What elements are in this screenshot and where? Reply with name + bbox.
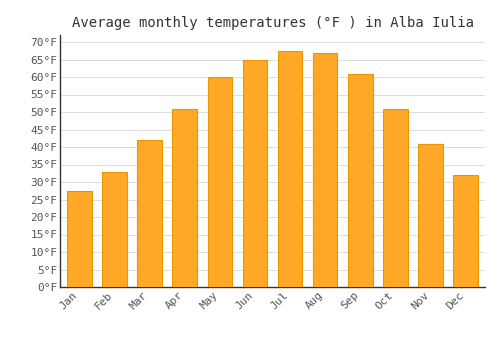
Bar	[208, 77, 232, 287]
Bar	[313, 52, 338, 287]
Bar	[102, 172, 126, 287]
Bar	[418, 144, 443, 287]
Bar	[454, 175, 478, 287]
Bar	[348, 74, 372, 287]
Bar	[383, 108, 407, 287]
Bar	[278, 51, 302, 287]
Bar	[67, 191, 92, 287]
Bar	[138, 140, 162, 287]
Bar	[242, 60, 267, 287]
Title: Average monthly temperatures (°F ) in Alba Iulia: Average monthly temperatures (°F ) in Al…	[72, 16, 473, 30]
Bar	[172, 108, 197, 287]
